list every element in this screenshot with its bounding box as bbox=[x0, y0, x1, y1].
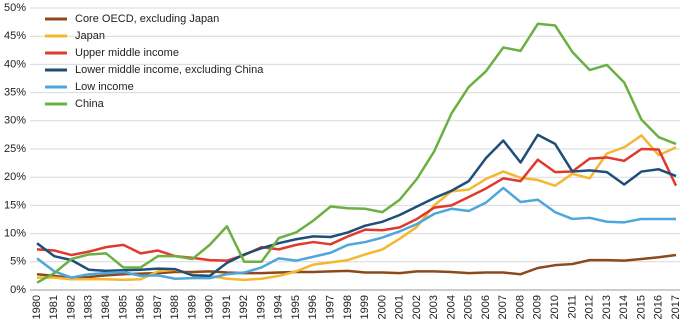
y-tick-label: 20% bbox=[4, 171, 26, 183]
legend-label: Upper middle income bbox=[75, 47, 179, 59]
x-tick-label: 1991 bbox=[221, 295, 233, 319]
x-tick-label: 1986 bbox=[135, 295, 147, 319]
x-tick-label: 1993 bbox=[255, 295, 267, 319]
x-tick-label: 1980 bbox=[31, 295, 43, 319]
x-tick-label: 1990 bbox=[204, 295, 216, 319]
legend-label: China bbox=[75, 98, 105, 110]
legend-label: Low income bbox=[75, 81, 134, 93]
x-tick-label: 2012 bbox=[584, 295, 596, 319]
x-tick-label: 1987 bbox=[152, 295, 164, 319]
series-line bbox=[36, 147, 678, 262]
x-tick-label: 2014 bbox=[618, 295, 630, 319]
x-tick-label: 2005 bbox=[463, 295, 475, 319]
x-tick-label: 2001 bbox=[394, 295, 406, 319]
x-tick-label: 2002 bbox=[411, 295, 423, 319]
x-tick-label: 1994 bbox=[273, 295, 285, 319]
y-tick-label: 30% bbox=[4, 115, 26, 127]
x-tick-label: 1982 bbox=[65, 295, 77, 319]
x-tick-label: 1988 bbox=[169, 295, 181, 319]
x-tick-label: 1996 bbox=[307, 295, 319, 319]
x-tick-label: 1984 bbox=[100, 295, 112, 319]
x-tick-label: 2004 bbox=[445, 295, 457, 319]
series-line bbox=[36, 253, 677, 280]
x-tick-label: 2003 bbox=[428, 295, 440, 319]
x-tick-label: 1983 bbox=[83, 295, 95, 319]
x-tick-label: 2016 bbox=[653, 295, 665, 319]
y-tick-label: 40% bbox=[4, 58, 26, 70]
y-tick-label: 35% bbox=[4, 87, 26, 99]
legend-label: Lower middle income, excluding China bbox=[75, 64, 264, 76]
legend-label: Japan bbox=[75, 30, 105, 42]
x-tick-label: 2013 bbox=[601, 295, 613, 319]
x-tick-label: 2011 bbox=[566, 295, 578, 319]
x-tick-label: 1992 bbox=[238, 295, 250, 319]
x-tick-label: 2008 bbox=[514, 295, 526, 319]
x-tick-label: 2010 bbox=[549, 295, 561, 319]
x-tick-label: 1998 bbox=[342, 295, 354, 319]
x-tick-label: 2000 bbox=[376, 295, 388, 319]
x-tick-label: 2006 bbox=[480, 295, 492, 319]
series-line bbox=[36, 133, 677, 278]
series-line bbox=[37, 134, 677, 282]
x-tick-label: 2015 bbox=[635, 295, 647, 319]
y-tick-label: 45% bbox=[4, 30, 26, 42]
y-tick-label: 0% bbox=[10, 284, 26, 296]
series-line bbox=[36, 22, 677, 284]
y-tick-label: 25% bbox=[4, 143, 26, 155]
x-tick-label: 2007 bbox=[497, 295, 509, 319]
y-tick-label: 10% bbox=[4, 228, 26, 240]
y-tick-label: 15% bbox=[4, 199, 26, 211]
x-tick-label: 1997 bbox=[325, 295, 337, 319]
x-tick-label: 2017 bbox=[670, 295, 682, 319]
y-tick-label: 5% bbox=[10, 256, 26, 268]
series-line bbox=[36, 186, 676, 280]
x-tick-label: 1999 bbox=[359, 295, 371, 319]
x-tick-label: 2009 bbox=[532, 295, 544, 319]
x-tick-label: 1989 bbox=[186, 295, 198, 319]
legend-label: Core OECD, excluding Japan bbox=[75, 13, 219, 25]
x-tick-label: 1985 bbox=[117, 295, 129, 319]
y-tick-label: 50% bbox=[4, 2, 26, 14]
x-tick-label: 1981 bbox=[48, 295, 60, 319]
x-tick-label: 1995 bbox=[290, 295, 302, 319]
